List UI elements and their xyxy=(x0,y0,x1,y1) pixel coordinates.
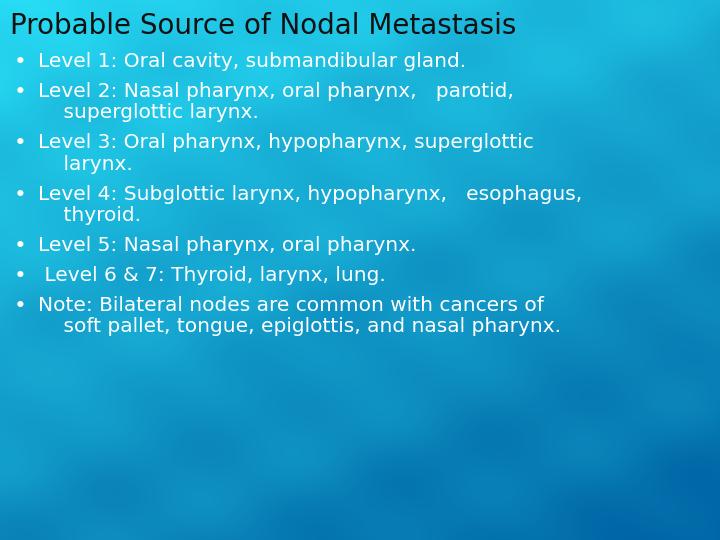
Text: larynx.: larynx. xyxy=(38,155,132,174)
Text: thyroid.: thyroid. xyxy=(38,206,141,225)
Text: •: • xyxy=(14,236,27,256)
Text: •: • xyxy=(14,82,27,102)
Text: Level 2: Nasal pharynx, oral pharynx,   parotid,: Level 2: Nasal pharynx, oral pharynx, pa… xyxy=(38,82,514,101)
Text: •: • xyxy=(14,52,27,72)
Text: soft pallet, tongue, epiglottis, and nasal pharynx.: soft pallet, tongue, epiglottis, and nas… xyxy=(38,318,561,336)
Text: Level 6 & 7: Thyroid, larynx, lung.: Level 6 & 7: Thyroid, larynx, lung. xyxy=(38,266,386,285)
Text: •: • xyxy=(14,295,27,315)
Text: •: • xyxy=(14,185,27,205)
Text: Level 5: Nasal pharynx, oral pharynx.: Level 5: Nasal pharynx, oral pharynx. xyxy=(38,236,416,255)
Text: Note: Bilateral nodes are common with cancers of: Note: Bilateral nodes are common with ca… xyxy=(38,295,544,315)
Text: Level 1: Oral cavity, submandibular gland.: Level 1: Oral cavity, submandibular glan… xyxy=(38,52,466,71)
Text: Level 3: Oral pharynx, hypopharynx, superglottic: Level 3: Oral pharynx, hypopharynx, supe… xyxy=(38,133,534,152)
Text: superglottic larynx.: superglottic larynx. xyxy=(38,104,258,123)
Text: Level 4: Subglottic larynx, hypopharynx,   esophagus,: Level 4: Subglottic larynx, hypopharynx,… xyxy=(38,185,582,204)
Text: •: • xyxy=(14,133,27,153)
Text: Probable Source of Nodal Metastasis: Probable Source of Nodal Metastasis xyxy=(10,12,516,40)
Text: •: • xyxy=(14,266,27,286)
